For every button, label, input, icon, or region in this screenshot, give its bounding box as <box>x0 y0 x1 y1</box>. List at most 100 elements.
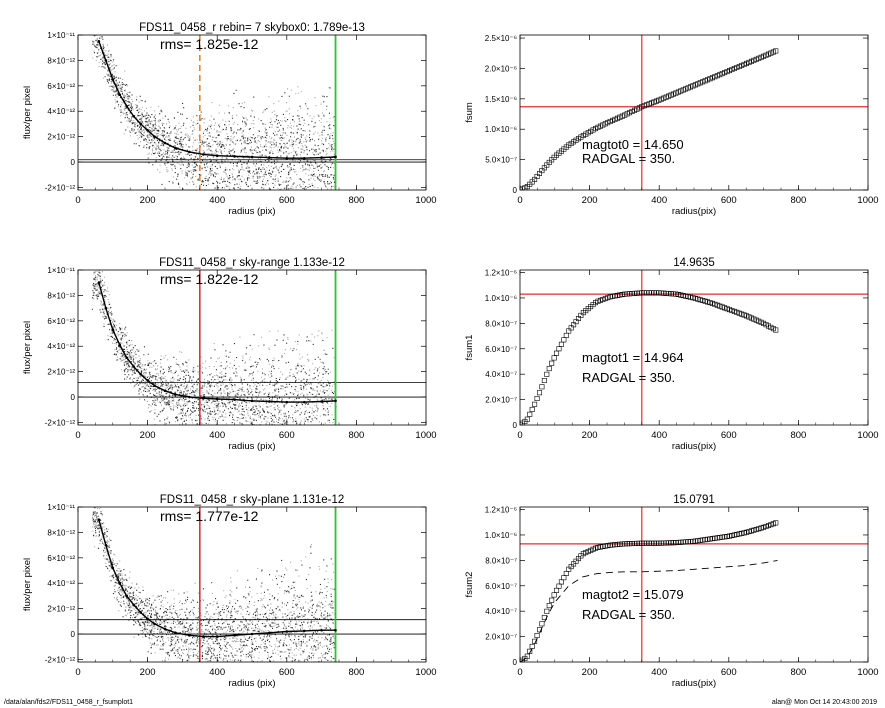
y-tick-label: 8.0×10⁻⁷ <box>485 556 517 565</box>
x-tick-label: 400 <box>651 667 667 678</box>
x-tick-label: 400 <box>209 195 225 206</box>
chart-title: 14.9635 <box>673 257 715 269</box>
profile-point <box>285 630 289 633</box>
profile-point <box>125 594 129 598</box>
x-axis-label: radius(pix) <box>672 441 716 452</box>
x-axis: 0 200 400 600 800 1000 <box>517 270 879 441</box>
plot-area <box>78 35 426 190</box>
profile-point <box>163 627 167 631</box>
profile-point <box>104 59 108 62</box>
x-tick-label: 200 <box>582 667 598 678</box>
y-axis-label: fsum <box>464 102 475 123</box>
x-tick-label: 0 <box>517 195 522 206</box>
x-tick-label: 1000 <box>857 430 878 441</box>
magtot-label: magtot0 = 14.650 <box>582 137 684 152</box>
curve-of-growth-point <box>524 653 530 659</box>
y-axis-label: fsum2 <box>464 572 475 598</box>
plot-area <box>520 507 868 662</box>
curve-of-growth-point <box>541 378 547 384</box>
curve-of-growth-point <box>524 416 530 422</box>
profile-point <box>268 631 271 635</box>
plot-frame <box>77 506 427 663</box>
profile-point <box>201 153 205 156</box>
y-tick-label: 2×10⁻¹² <box>47 368 75 377</box>
x-tick-label: 1000 <box>857 195 878 206</box>
y-tick-label: 0 <box>71 630 76 639</box>
x-tick-label: 1000 <box>857 667 878 678</box>
y-tick-label: 1×10⁻¹¹ <box>47 503 75 512</box>
y-tick-label: 4.0×10⁻⁷ <box>485 370 517 379</box>
curve-of-growth-point <box>532 401 538 407</box>
scatter-dark-points <box>92 507 337 662</box>
profile-point <box>250 399 254 403</box>
profile-point <box>201 397 205 400</box>
curve-of-growth-point <box>563 332 569 338</box>
magtot-label: magtot1 = 14.964 <box>582 350 684 365</box>
profile-point <box>132 365 135 368</box>
x-tick-label: 400 <box>209 430 225 441</box>
plot-frame <box>519 506 869 663</box>
profile-point <box>118 343 122 347</box>
plot-area <box>78 270 426 425</box>
profile-point <box>146 128 149 132</box>
x-axis: 0 200 400 600 800 1000 <box>75 507 437 678</box>
curve-of-growth-point <box>773 520 779 526</box>
x-axis-label: radius (pix) <box>229 441 276 452</box>
curve-of-growth-point <box>558 579 564 585</box>
profile-point <box>146 617 149 621</box>
y-axis: 0 2.0×10⁻⁷ 4.0×10⁻⁷ 6.0×10⁻⁷ 8.0×10⁻⁷ 1.0×10⁻… <box>485 506 868 667</box>
footer-user-date: alan@ Mon Oct 14 20:43:00 2019 <box>771 699 877 706</box>
x-axis-label: radius (pix) <box>229 206 276 217</box>
y-tick-label: 8.0×10⁻⁷ <box>485 319 517 328</box>
y-tick-label: 0 <box>513 658 518 667</box>
profile-point <box>174 393 177 396</box>
y-axis: -2×10⁻¹² 0 2×10⁻¹² 4×10⁻¹² 6×10⁻¹² 8×10⁻¹² 1×1… <box>45 503 426 664</box>
scatter-points <box>92 35 337 190</box>
chart-panel-6: magtot2 = 15.079 RADGAL = 350. 0 200 400 600 8… <box>464 494 879 689</box>
curve-of-growth-point <box>536 390 542 396</box>
profile-point <box>334 155 337 159</box>
y-tick-label: 4.0×10⁻⁷ <box>485 607 517 616</box>
profile-point <box>104 306 108 310</box>
profile-point <box>163 141 167 145</box>
profile-point <box>97 281 101 285</box>
profile-point <box>174 146 177 150</box>
plot-area <box>78 507 426 662</box>
curve-of-growth-point <box>529 643 535 649</box>
curve-of-growth-point <box>556 583 562 589</box>
profile-point <box>302 156 306 160</box>
x-tick-label: 200 <box>140 195 156 206</box>
profile-point <box>215 397 219 401</box>
curve-of-growth-point <box>561 337 567 343</box>
series-open-squares <box>520 48 779 190</box>
x-tick-label: 600 <box>279 430 295 441</box>
y-tick-label: 1.0×10⁻⁶ <box>485 294 517 303</box>
y-axis: -2×10⁻¹² 0 2×10⁻¹² 4×10⁻¹² 6×10⁻¹² 8×10⁻¹² 1×1… <box>45 31 426 192</box>
profile-point <box>188 634 191 637</box>
profile-point <box>118 93 122 97</box>
scatter-light-points <box>92 507 337 662</box>
x-axis: 0 200 400 600 800 1000 <box>517 507 879 678</box>
curve-of-growth-point <box>534 396 540 402</box>
y-tick-label: 6×10⁻¹² <box>47 82 75 91</box>
chart-title: FDS11_0458_r sky-range 1.133e-12 <box>159 257 345 269</box>
mean-profile-line <box>98 519 336 638</box>
x-tick-label: 400 <box>651 430 667 441</box>
curve-of-growth-point <box>556 346 562 352</box>
magtot-label: magtot2 = 15.079 <box>582 587 684 602</box>
y-tick-label: 6.0×10⁻⁷ <box>485 345 517 354</box>
x-tick-label: 800 <box>348 430 364 441</box>
profile-point <box>233 634 236 637</box>
x-tick-label: 0 <box>75 430 80 441</box>
x-axis-label: radius (pix) <box>229 678 276 689</box>
x-tick-label: 1000 <box>415 430 436 441</box>
chart-title: FDS11_0458_r rebin= 7 skybox0: 1.789e-13 <box>139 22 365 34</box>
profile-point <box>334 399 337 403</box>
x-tick-label: 200 <box>582 195 598 206</box>
chart-panel-4: magtot1 = 14.964 RADGAL = 350. 0 200 400 600 8… <box>464 257 879 452</box>
profile-point <box>153 622 156 626</box>
plot-area <box>520 35 868 190</box>
chart-panel-5: rms= 1.777e-120 200 400 600 800 1000-2×10⁻¹²0… <box>22 494 437 689</box>
y-axis-label: flux/per pixel <box>22 321 33 374</box>
profile-point <box>302 400 306 404</box>
